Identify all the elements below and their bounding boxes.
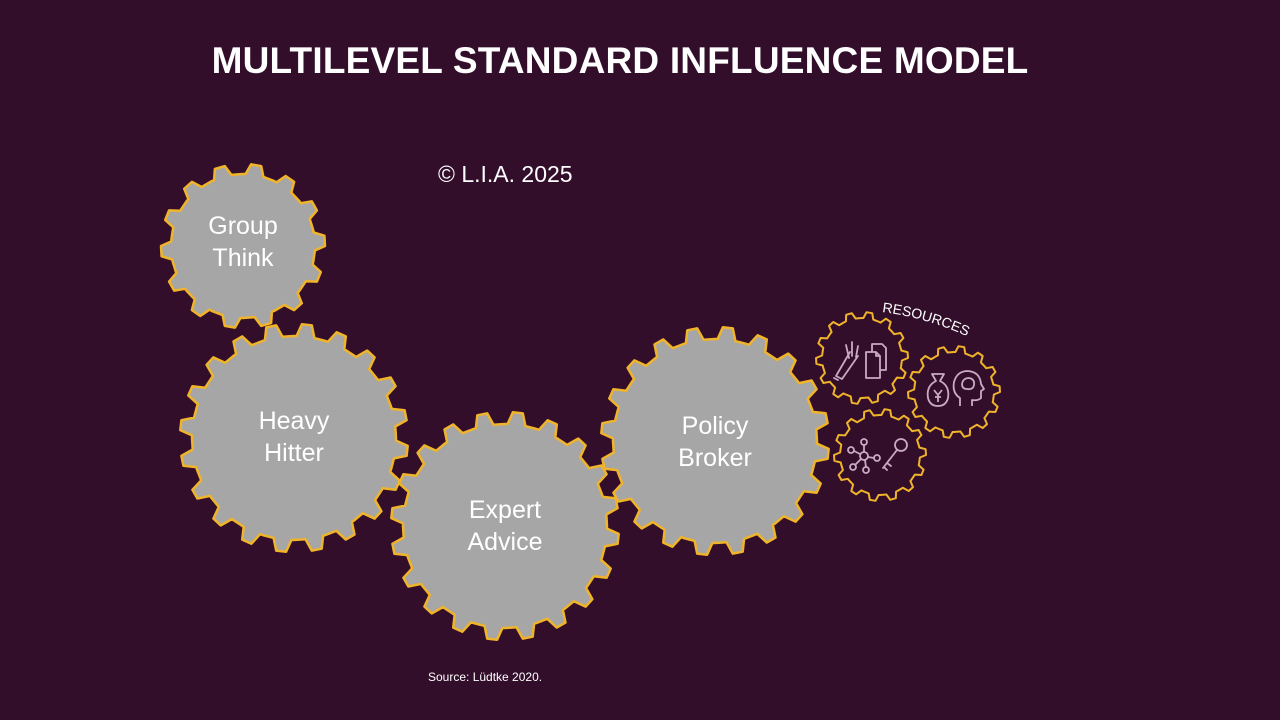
- source-citation: Source: Lüdtke 2020.: [428, 670, 543, 684]
- copyright-notice: © L.I.A. 2025: [438, 161, 573, 187]
- resource-gear-documents: [815, 311, 909, 405]
- gear-policy-broker: Policy Broker: [600, 326, 830, 556]
- gear-shape: [179, 323, 409, 553]
- money-bag-icon: [926, 373, 950, 407]
- gear-heavy-hitter: Heavy Hitter: [179, 323, 409, 553]
- gear-label: Think: [212, 244, 274, 272]
- gear-label: Group: [208, 212, 277, 240]
- head-brain-icon: [952, 370, 985, 406]
- gear-shape: [907, 345, 1001, 439]
- gear-shape: [833, 408, 927, 502]
- gear-label: Heavy: [259, 407, 330, 435]
- gear-shape: [815, 311, 909, 405]
- documents-icon: [865, 343, 887, 379]
- network-icon: [847, 438, 881, 474]
- gear-label: Policy: [682, 412, 749, 440]
- gear-label: Expert: [469, 496, 541, 524]
- gear-group-think: Group Think: [159, 163, 327, 329]
- gear-shape: [600, 326, 830, 556]
- gear-label: Broker: [678, 444, 752, 472]
- gear-expert-advice: Expert Advice: [390, 411, 620, 641]
- resource-gear-money-knowledge: [907, 345, 1001, 439]
- gear-label: Hitter: [264, 439, 324, 467]
- gear-label: Advice: [467, 528, 542, 556]
- resources-label-path: RESOURCES: [882, 299, 973, 339]
- page-title: MULTILEVEL STANDARD INFLUENCE MODEL: [211, 40, 1029, 81]
- gear-shape: [159, 163, 327, 329]
- pen-hand-icon: [833, 341, 859, 381]
- resources-label: RESOURCES: [882, 299, 973, 339]
- key-icon: [882, 438, 908, 471]
- resource-gear-network-access: [833, 408, 927, 502]
- gear-shape: [390, 411, 620, 641]
